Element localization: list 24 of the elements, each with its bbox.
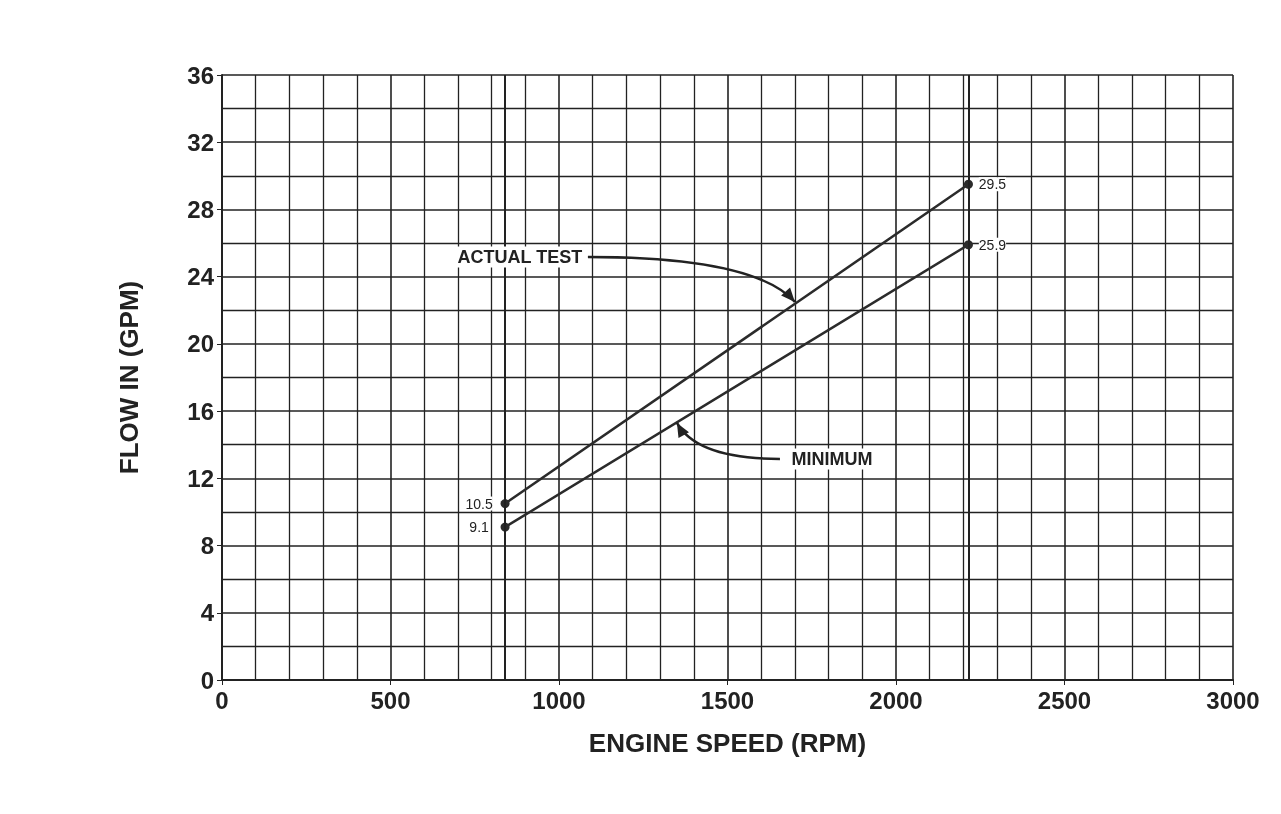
y-tick-label: 24 xyxy=(187,263,215,291)
x-tick-label: 1000 xyxy=(532,686,586,714)
y-tick-label: 8 xyxy=(200,532,214,560)
y-tick-label: 0 xyxy=(200,666,214,694)
annotation: MINIMUM xyxy=(788,448,876,470)
data-label: 9.1 xyxy=(469,519,490,536)
x-tick-label: 500 xyxy=(370,686,411,714)
data-label: 10.5 xyxy=(465,495,493,512)
y-tick-label: 28 xyxy=(187,195,214,223)
y-tick-label: 12 xyxy=(187,464,214,492)
y-tick-label: 16 xyxy=(187,397,214,425)
x-tick-label: 2000 xyxy=(869,686,923,714)
x-tick-label: 3000 xyxy=(1206,686,1260,714)
x-axis-title: ENGINE SPEED (RPM) xyxy=(588,728,867,758)
y-tick-label: 32 xyxy=(187,128,214,156)
annotation: ACTUAL TEST xyxy=(454,246,586,268)
data-label: 29.5 xyxy=(978,176,1007,193)
y-tick-label: 20 xyxy=(187,330,214,358)
data-label: 25.9 xyxy=(978,236,1007,253)
y-tick-label: 4 xyxy=(200,599,215,627)
x-tick-label: 2500 xyxy=(1037,686,1092,714)
x-tick-label: 1500 xyxy=(700,686,755,714)
y-tick-label: 36 xyxy=(187,61,214,89)
y-axis-title: FLOW IN (GPM) xyxy=(114,280,144,475)
